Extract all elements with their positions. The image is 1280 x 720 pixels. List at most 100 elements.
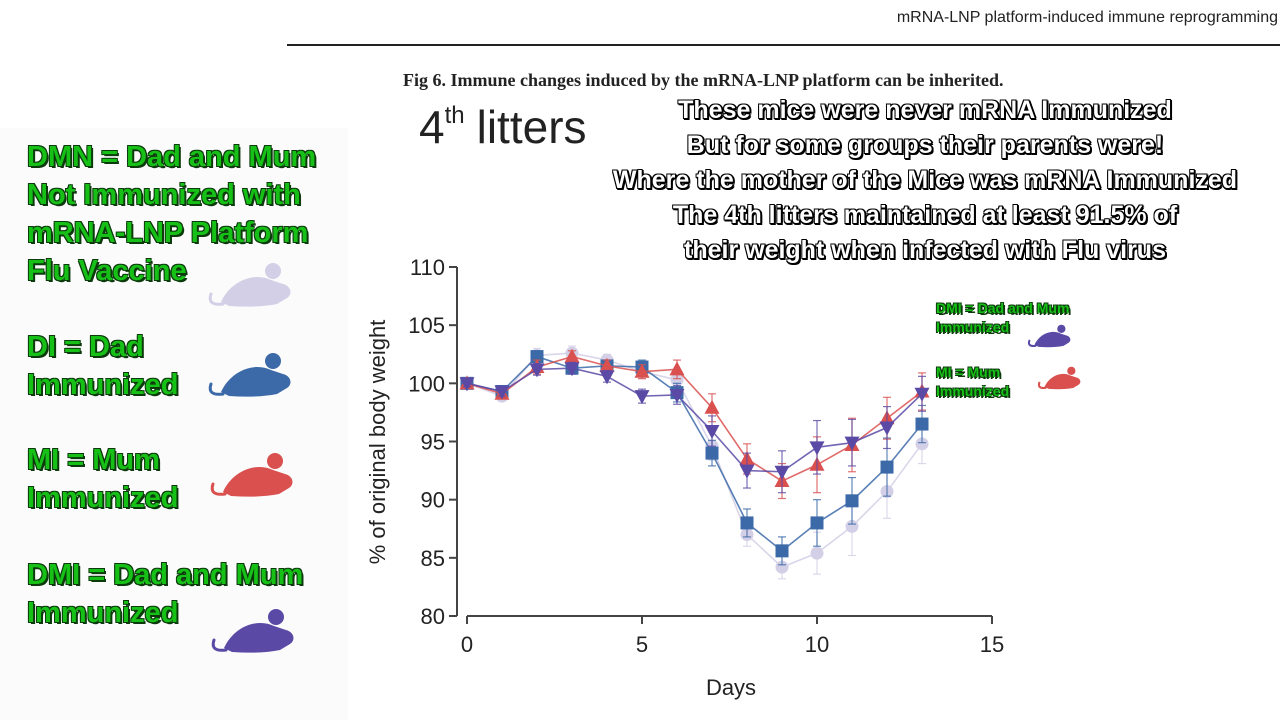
- mouse-ear: [265, 353, 281, 369]
- x-tick-label: 5: [636, 632, 648, 657]
- data-point: [809, 441, 825, 456]
- legend-di-line: DI = Dad: [27, 331, 144, 363]
- data-point: [529, 363, 545, 378]
- mouse-body: [1044, 373, 1081, 390]
- x-axis-label: Days: [706, 675, 756, 700]
- y-tick-label: 95: [421, 430, 445, 455]
- legend-dmn-line: Flu Vaccine: [27, 255, 187, 287]
- data-point: [634, 363, 650, 378]
- mouse-ear: [1067, 366, 1076, 375]
- x-tick-label: 15: [980, 632, 1004, 657]
- mouse-tail: [208, 292, 225, 306]
- legend-dmn-line: DMN = Dad and Mum: [27, 141, 317, 173]
- series-line-dmn: [466, 352, 923, 569]
- legend-right-mi-line: MI = Mum: [936, 364, 1001, 380]
- data-point: [810, 516, 824, 530]
- mouse-body: [221, 366, 291, 397]
- data-point: [704, 399, 720, 414]
- header-rule: [287, 44, 1280, 46]
- legend-mi-line: MI = Mum: [27, 444, 160, 476]
- data-point: [915, 417, 929, 431]
- mouse-ear: [1057, 324, 1066, 333]
- series-di: [460, 350, 929, 566]
- data-point: [739, 464, 755, 479]
- data-point: [914, 387, 930, 402]
- data-point: [494, 385, 510, 400]
- data-point: [669, 388, 685, 403]
- data-point: [775, 560, 789, 574]
- data-point: [459, 377, 475, 392]
- mouse-tail: [1037, 381, 1047, 390]
- y-tick-label: 110: [410, 255, 445, 280]
- mouse-icon-di: [208, 353, 291, 397]
- legend-di-text: DI = Dad Immunized: [27, 328, 178, 404]
- running-header: mRNA-LNP platform-induced immune reprogr…: [896, 9, 1278, 26]
- data-point: [775, 544, 789, 558]
- legend-mi-text: MI = Mum Immunized: [27, 441, 178, 517]
- mouse-ear: [268, 609, 284, 625]
- legend-mi-line: Immunized: [27, 482, 179, 514]
- overlay-line: Where the mother of the Mice was mRNA Im…: [612, 166, 1238, 194]
- mouse-icon-right-mi: [1037, 366, 1081, 390]
- data-point: [564, 362, 580, 377]
- data-point: [915, 437, 929, 451]
- overlay-line: These mice were never mRNA Immunized: [678, 96, 1172, 124]
- data-point: [810, 546, 824, 560]
- legend-right-dmi-line: Immunized: [936, 319, 1010, 335]
- panel-title: 4th litters: [419, 101, 587, 153]
- data-point: [634, 390, 650, 405]
- data-point: [845, 494, 859, 508]
- mouse-tail: [208, 382, 225, 396]
- data-point: [599, 357, 615, 372]
- data-point: [564, 348, 580, 363]
- data-point: [669, 361, 685, 376]
- panel-title-word: litters: [477, 101, 587, 153]
- y-tick-label: 90: [421, 488, 445, 513]
- y-axis-label: % of original body weight: [365, 320, 390, 565]
- chart-axes: 0 5 10 15 80 85 90 95 100 105 110: [408, 255, 1004, 657]
- overlay-line: The 4th litters maintained at least 91.5…: [672, 201, 1178, 229]
- mouse-tail: [1027, 339, 1037, 348]
- overlay-line: But for some groups their parents were!: [686, 131, 1164, 159]
- legend-dmi-line: DMI = Dad and Mum: [27, 559, 304, 591]
- y-tick-label: 100: [408, 371, 445, 396]
- mouse-tail: [210, 482, 227, 496]
- data-point: [879, 421, 895, 436]
- x-tick-label: 10: [805, 632, 829, 657]
- overlay-line: their weight when infected with Flu viru…: [684, 236, 1166, 264]
- legend-right-dmi-text: DMI = Dad and Mum Immunized: [936, 299, 1069, 337]
- mouse-icon-dmn: [208, 263, 291, 307]
- mouse-icon-dmi: [211, 609, 294, 653]
- figure-caption: Fig 6. Immune changes induced by the mRN…: [403, 70, 1004, 90]
- mouse-icon-right-dmi: [1027, 324, 1071, 348]
- chart-plot-area: [459, 345, 930, 580]
- y-tick-label: 105: [408, 313, 445, 338]
- legend-right-mi-line: Immunized: [936, 383, 1010, 399]
- x-tick-label: 0: [461, 632, 473, 657]
- legend-dmi-text: DMI = Dad and Mum Immunized: [27, 556, 303, 632]
- legend-di-line: Immunized: [27, 369, 179, 401]
- legend-dmi-line: Immunized: [27, 597, 179, 629]
- panel-title-superscript: th: [445, 102, 465, 129]
- panel-title-number: 4: [419, 101, 445, 153]
- data-point: [844, 436, 860, 451]
- mouse-icon-mi: [210, 453, 293, 497]
- left-legend-panel: [0, 128, 348, 720]
- overlay-annotation: These mice were never mRNA Immunized But…: [520, 93, 1280, 268]
- legend-right-dmi-line: DMI = Dad and Mum: [936, 300, 1070, 316]
- mouse-body: [1034, 331, 1071, 348]
- data-point: [880, 460, 894, 474]
- data-point: [740, 516, 754, 530]
- legend-dmn-line: mRNA-LNP Platform: [27, 217, 309, 249]
- mouse-tail: [211, 638, 228, 652]
- y-tick-label: 80: [421, 604, 445, 629]
- legend-right-mi-text: MI = Mum Immunized: [936, 363, 1009, 401]
- data-point: [705, 446, 719, 460]
- mouse-body: [224, 622, 294, 653]
- series-dmn: [460, 345, 929, 580]
- mouse-body: [221, 276, 291, 307]
- legend-dmn-text: DMN = Dad and Mum Not Immunized with mRN…: [27, 138, 316, 290]
- y-tick-label: 85: [421, 546, 445, 571]
- data-point: [599, 370, 615, 385]
